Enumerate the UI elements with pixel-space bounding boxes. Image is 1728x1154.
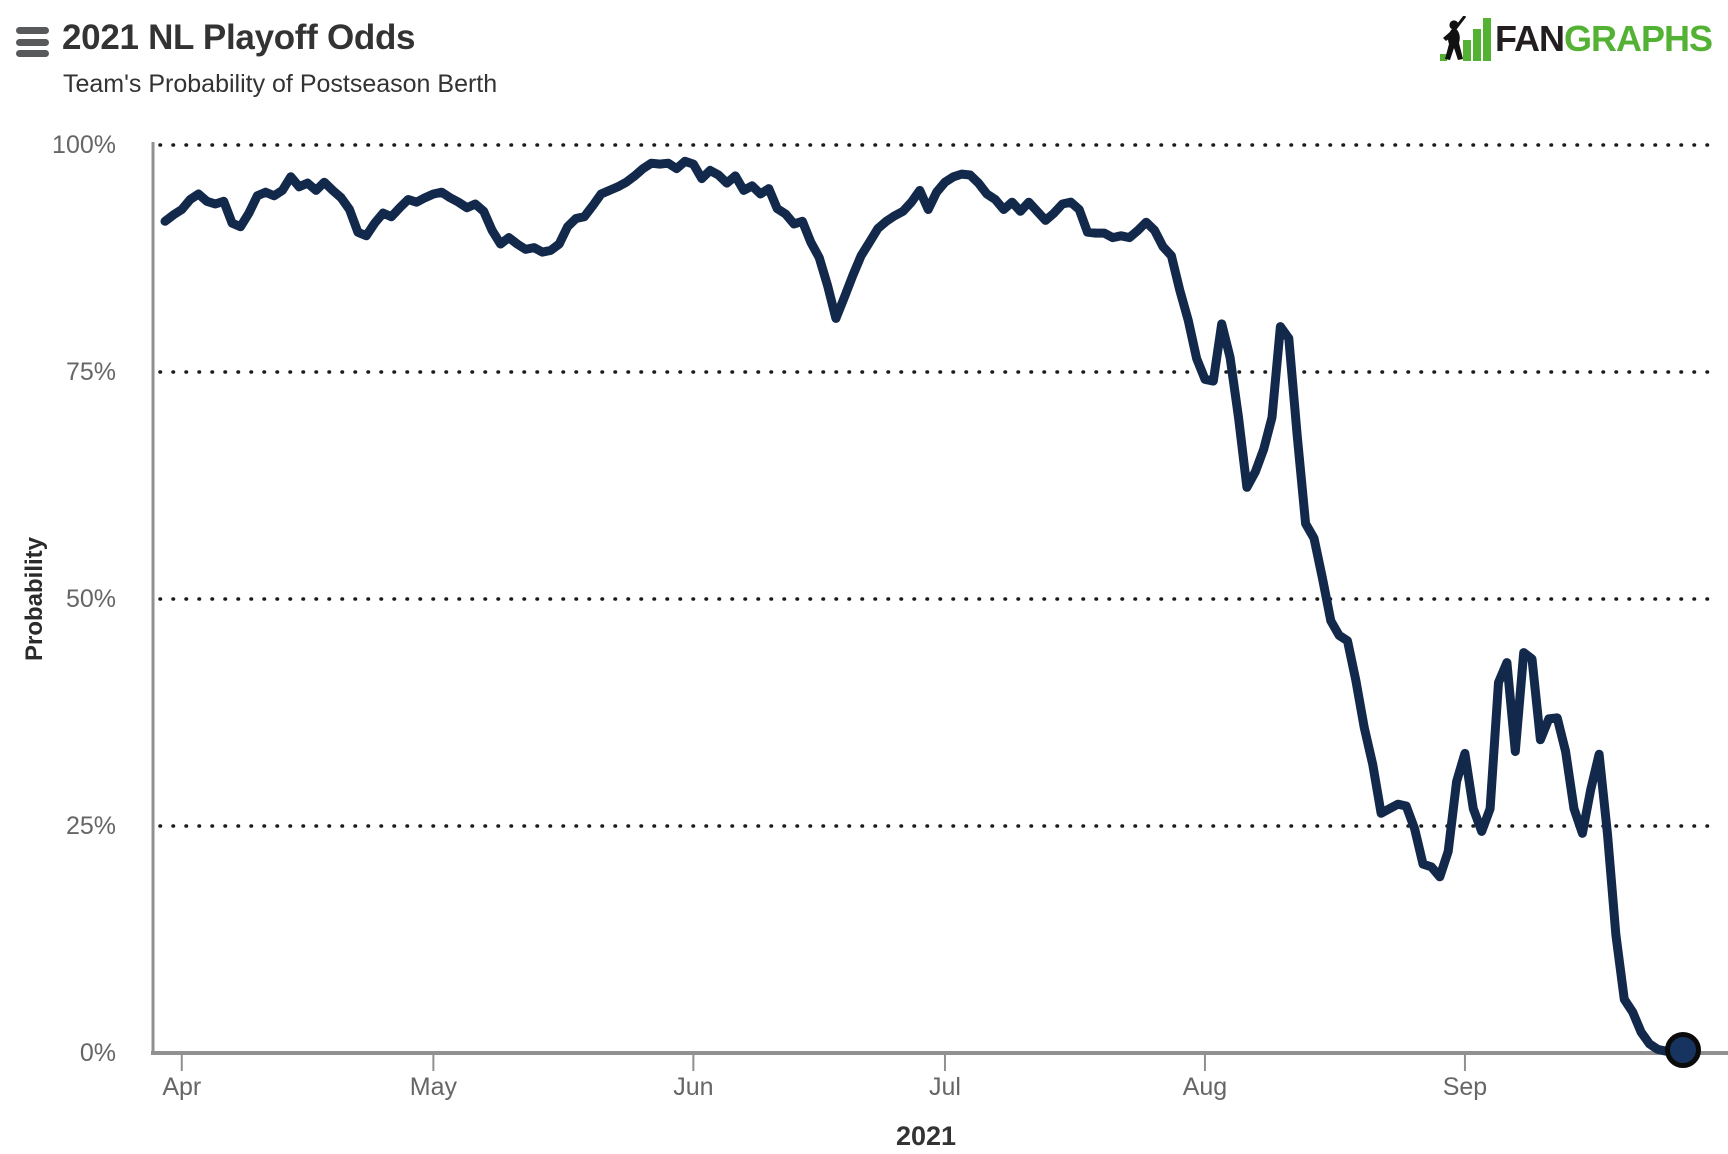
odds-line [160,156,1688,1058]
gridlines [158,143,1710,828]
x-tick-label-Jun: Jun [673,1073,713,1101]
page-subtitle: Team's Probability of Postseason Berth [63,70,498,98]
y-tick-label-0%: 0% [80,1039,116,1067]
x-tick-label-May: May [410,1073,458,1101]
odds-line-series [160,156,1701,1068]
logo-text-fan: FAN [1494,18,1565,59]
x-tick-label-Aug: Aug [1183,1073,1227,1101]
hamburger-icon [16,50,49,57]
hamburger-icon [16,38,49,46]
fangraphs-batter-icon [1439,16,1491,61]
page-title: 2021 NL Playoff Odds [62,18,416,57]
logo-text-graphs: GRAPHS [1563,18,1713,59]
y-tick-label-100%: 100% [52,131,116,159]
batter-silhouette [1442,16,1467,60]
y-tick-label-50%: 50% [66,585,116,613]
axes [151,142,1728,1071]
x-tick-label-Sep: Sep [1443,1073,1487,1101]
tick-labels: 0% 25% 50% 75% 100% Apr May Jun Jul Aug Sep [52,131,1487,1101]
endpoint-dot [1665,1032,1701,1068]
fangraphs-logo[interactable]: FAN GRAPHS [1439,16,1713,62]
y-tick-label-25%: 25% [66,812,116,840]
x-tick-label-Jul: Jul [929,1073,961,1101]
hamburger-icon [16,27,49,34]
y-tick-label-75%: 75% [66,358,116,386]
x-tick-label-Apr: Apr [162,1073,201,1101]
y-axis-title: Probability [21,536,48,661]
menu-button[interactable] [16,27,50,57]
x-axis-title: 2021 [896,1121,956,1151]
